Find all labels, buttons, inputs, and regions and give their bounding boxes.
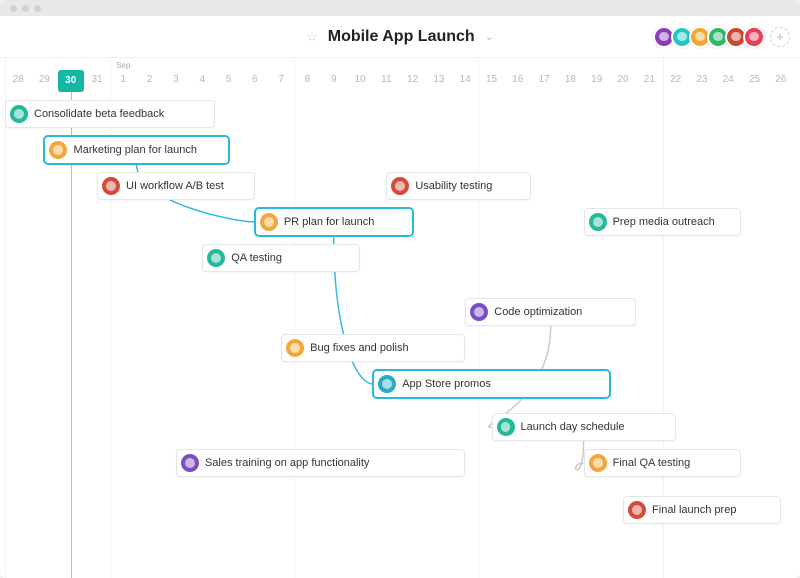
browser-chrome xyxy=(0,0,800,16)
task-bar-ui-ab[interactable]: UI workflow A/B test xyxy=(97,172,255,200)
date-cell[interactable]: 8 xyxy=(294,70,320,90)
task-label: App Store promos xyxy=(402,378,491,390)
task-bar-final-launch[interactable]: Final launch prep xyxy=(623,496,781,524)
date-cell[interactable]: 9 xyxy=(321,70,347,90)
collaborator-avatars: + xyxy=(659,26,790,48)
date-cell[interactable]: 24 xyxy=(715,70,741,90)
assignee-avatar xyxy=(102,177,120,195)
task-bar-qa-testing[interactable]: QA testing xyxy=(202,244,360,272)
header: ☆ Mobile App Launch ⌄ + xyxy=(0,16,800,58)
assignee-avatar xyxy=(391,177,409,195)
assignee-avatar xyxy=(181,454,199,472)
task-label: Code optimization xyxy=(494,306,582,318)
task-bar-prep-media[interactable]: Prep media outreach xyxy=(584,208,742,236)
task-label: Final launch prep xyxy=(652,504,736,516)
assignee-avatar xyxy=(10,105,28,123)
task-label: Final QA testing xyxy=(613,457,691,469)
assignee-avatar xyxy=(207,249,225,267)
chrome-dot xyxy=(10,5,17,12)
grid-line xyxy=(294,58,295,578)
assignee-avatar xyxy=(49,141,67,159)
date-cell[interactable]: 5 xyxy=(215,70,241,90)
task-label: Marketing plan for launch xyxy=(73,144,197,156)
date-cell[interactable]: 13 xyxy=(426,70,452,90)
date-cell[interactable]: 12 xyxy=(400,70,426,90)
date-cell[interactable]: 10 xyxy=(347,70,373,90)
task-bar-launch-day[interactable]: Launch day schedule xyxy=(492,413,676,441)
date-cell[interactable]: 22 xyxy=(663,70,689,90)
assignee-avatar xyxy=(470,303,488,321)
grid-line xyxy=(5,58,6,578)
task-bar-pr-plan[interactable]: PR plan for launch xyxy=(255,208,413,236)
task-bar-code-opt[interactable]: Code optimization xyxy=(465,298,636,326)
date-cell[interactable]: 2 xyxy=(137,70,163,90)
app-window: ☆ Mobile App Launch ⌄ + Sep2829303112345… xyxy=(0,16,800,578)
assignee-avatar xyxy=(497,418,515,436)
task-bar-consolidate[interactable]: Consolidate beta feedback xyxy=(5,100,215,128)
task-label: QA testing xyxy=(231,252,282,264)
task-bar-app-store[interactable]: App Store promos xyxy=(373,370,610,398)
date-cell[interactable]: 31 xyxy=(84,70,110,90)
task-bar-usability[interactable]: Usability testing xyxy=(386,172,531,200)
assignee-avatar xyxy=(589,454,607,472)
date-cell[interactable]: 4 xyxy=(189,70,215,90)
task-label: Prep media outreach xyxy=(613,216,715,228)
assignee-avatar xyxy=(378,375,396,393)
date-cell[interactable]: 19 xyxy=(584,70,610,90)
date-cell[interactable]: 14 xyxy=(452,70,478,90)
date-cell[interactable]: 6 xyxy=(242,70,268,90)
add-collaborator-button[interactable]: + xyxy=(770,27,790,47)
date-cell[interactable]: 15 xyxy=(478,70,504,90)
header-title-wrap: ☆ Mobile App Launch ⌄ xyxy=(306,28,494,46)
chrome-dot xyxy=(22,5,29,12)
task-label: UI workflow A/B test xyxy=(126,180,224,192)
month-label: Sep xyxy=(116,61,130,70)
date-cell[interactable]: 25 xyxy=(741,70,767,90)
assignee-avatar xyxy=(286,339,304,357)
task-bar-sales-training[interactable]: Sales training on app functionality xyxy=(176,449,465,477)
date-cell[interactable]: 16 xyxy=(505,70,531,90)
date-cell[interactable]: 28 xyxy=(5,70,31,90)
date-cell[interactable]: 3 xyxy=(163,70,189,90)
assignee-avatar xyxy=(589,213,607,231)
date-cell[interactable]: 7 xyxy=(268,70,294,90)
date-cell[interactable]: 29 xyxy=(31,70,57,90)
date-cell[interactable]: 17 xyxy=(531,70,557,90)
assignee-avatar xyxy=(260,213,278,231)
date-cell[interactable]: 11 xyxy=(373,70,399,90)
task-label: Bug fixes and polish xyxy=(310,342,408,354)
date-cell[interactable]: 20 xyxy=(610,70,636,90)
assignee-avatar xyxy=(628,501,646,519)
date-cell[interactable]: 23 xyxy=(689,70,715,90)
chrome-dot xyxy=(34,5,41,12)
date-cell[interactable]: 18 xyxy=(557,70,583,90)
task-label: Sales training on app functionality xyxy=(205,457,370,469)
task-label: Launch day schedule xyxy=(521,421,625,433)
page-title[interactable]: Mobile App Launch xyxy=(328,28,475,46)
collaborator-avatar[interactable] xyxy=(743,26,765,48)
task-bar-marketing[interactable]: Marketing plan for launch xyxy=(44,136,228,164)
date-cell[interactable]: 21 xyxy=(636,70,662,90)
task-label: Usability testing xyxy=(415,180,492,192)
chevron-down-icon[interactable]: ⌄ xyxy=(485,30,494,43)
date-cell[interactable]: 1 xyxy=(110,70,136,90)
date-cell-today[interactable]: 30 xyxy=(58,70,84,92)
star-icon[interactable]: ☆ xyxy=(306,29,318,45)
task-bar-final-qa[interactable]: Final QA testing xyxy=(584,449,742,477)
task-bar-bug-fixes[interactable]: Bug fixes and polish xyxy=(281,334,465,362)
date-axis: Sep2829303112345678910111213141516171819… xyxy=(0,58,800,92)
task-label: Consolidate beta feedback xyxy=(34,108,164,120)
today-marker-line xyxy=(71,92,72,578)
task-label: PR plan for launch xyxy=(284,216,375,228)
date-cell[interactable]: 26 xyxy=(768,70,794,90)
timeline-canvas[interactable]: Consolidate beta feedback Marketing plan … xyxy=(0,92,800,578)
